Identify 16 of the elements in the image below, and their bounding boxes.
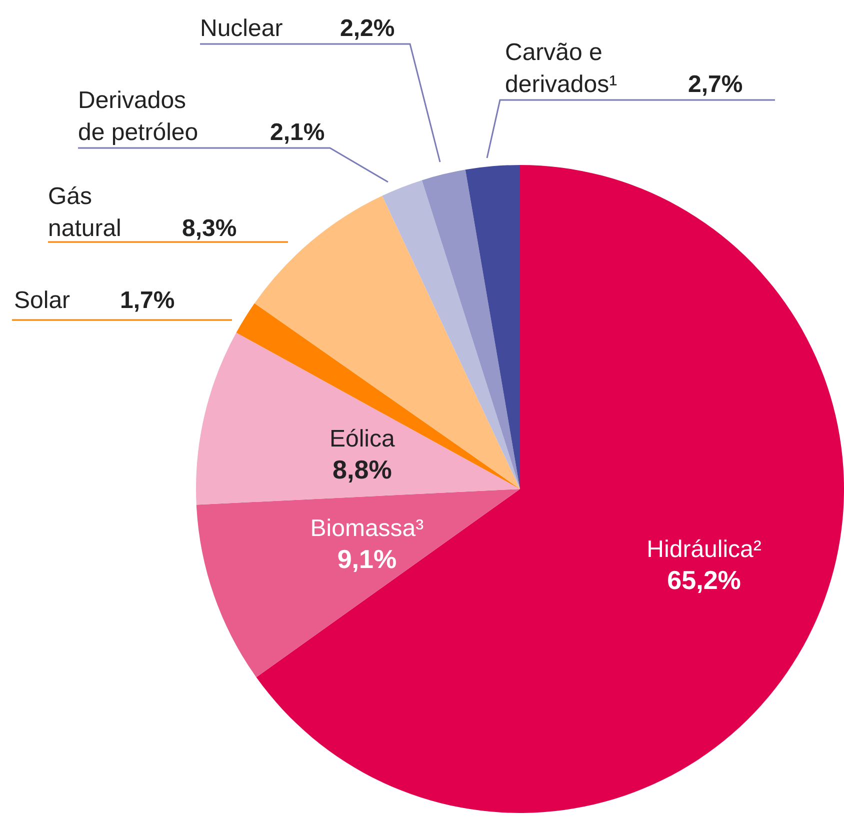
slice-label: Biomassa³	[310, 515, 424, 542]
data-label: 8,3%	[182, 215, 237, 242]
data-label: 9,1%	[337, 544, 397, 574]
slice-label: Hidráulica²	[646, 536, 762, 564]
slice-label: Solar	[14, 287, 70, 314]
data-label: 8,8%	[332, 454, 392, 484]
slice-label: Nuclear	[200, 15, 283, 42]
slice-label: Derivados de petróleo	[78, 87, 198, 146]
slice-label: Eólica	[329, 425, 396, 452]
data-label: 2,2%	[340, 15, 395, 42]
data-label: 2,7%	[688, 71, 743, 98]
data-label: 1,7%	[120, 287, 175, 314]
data-label: 65,2%	[667, 565, 741, 596]
slice-label: Gás natural	[48, 183, 122, 242]
data-label: 2,1%	[270, 119, 325, 146]
slice-label: Carvão e derivados¹	[505, 39, 618, 98]
